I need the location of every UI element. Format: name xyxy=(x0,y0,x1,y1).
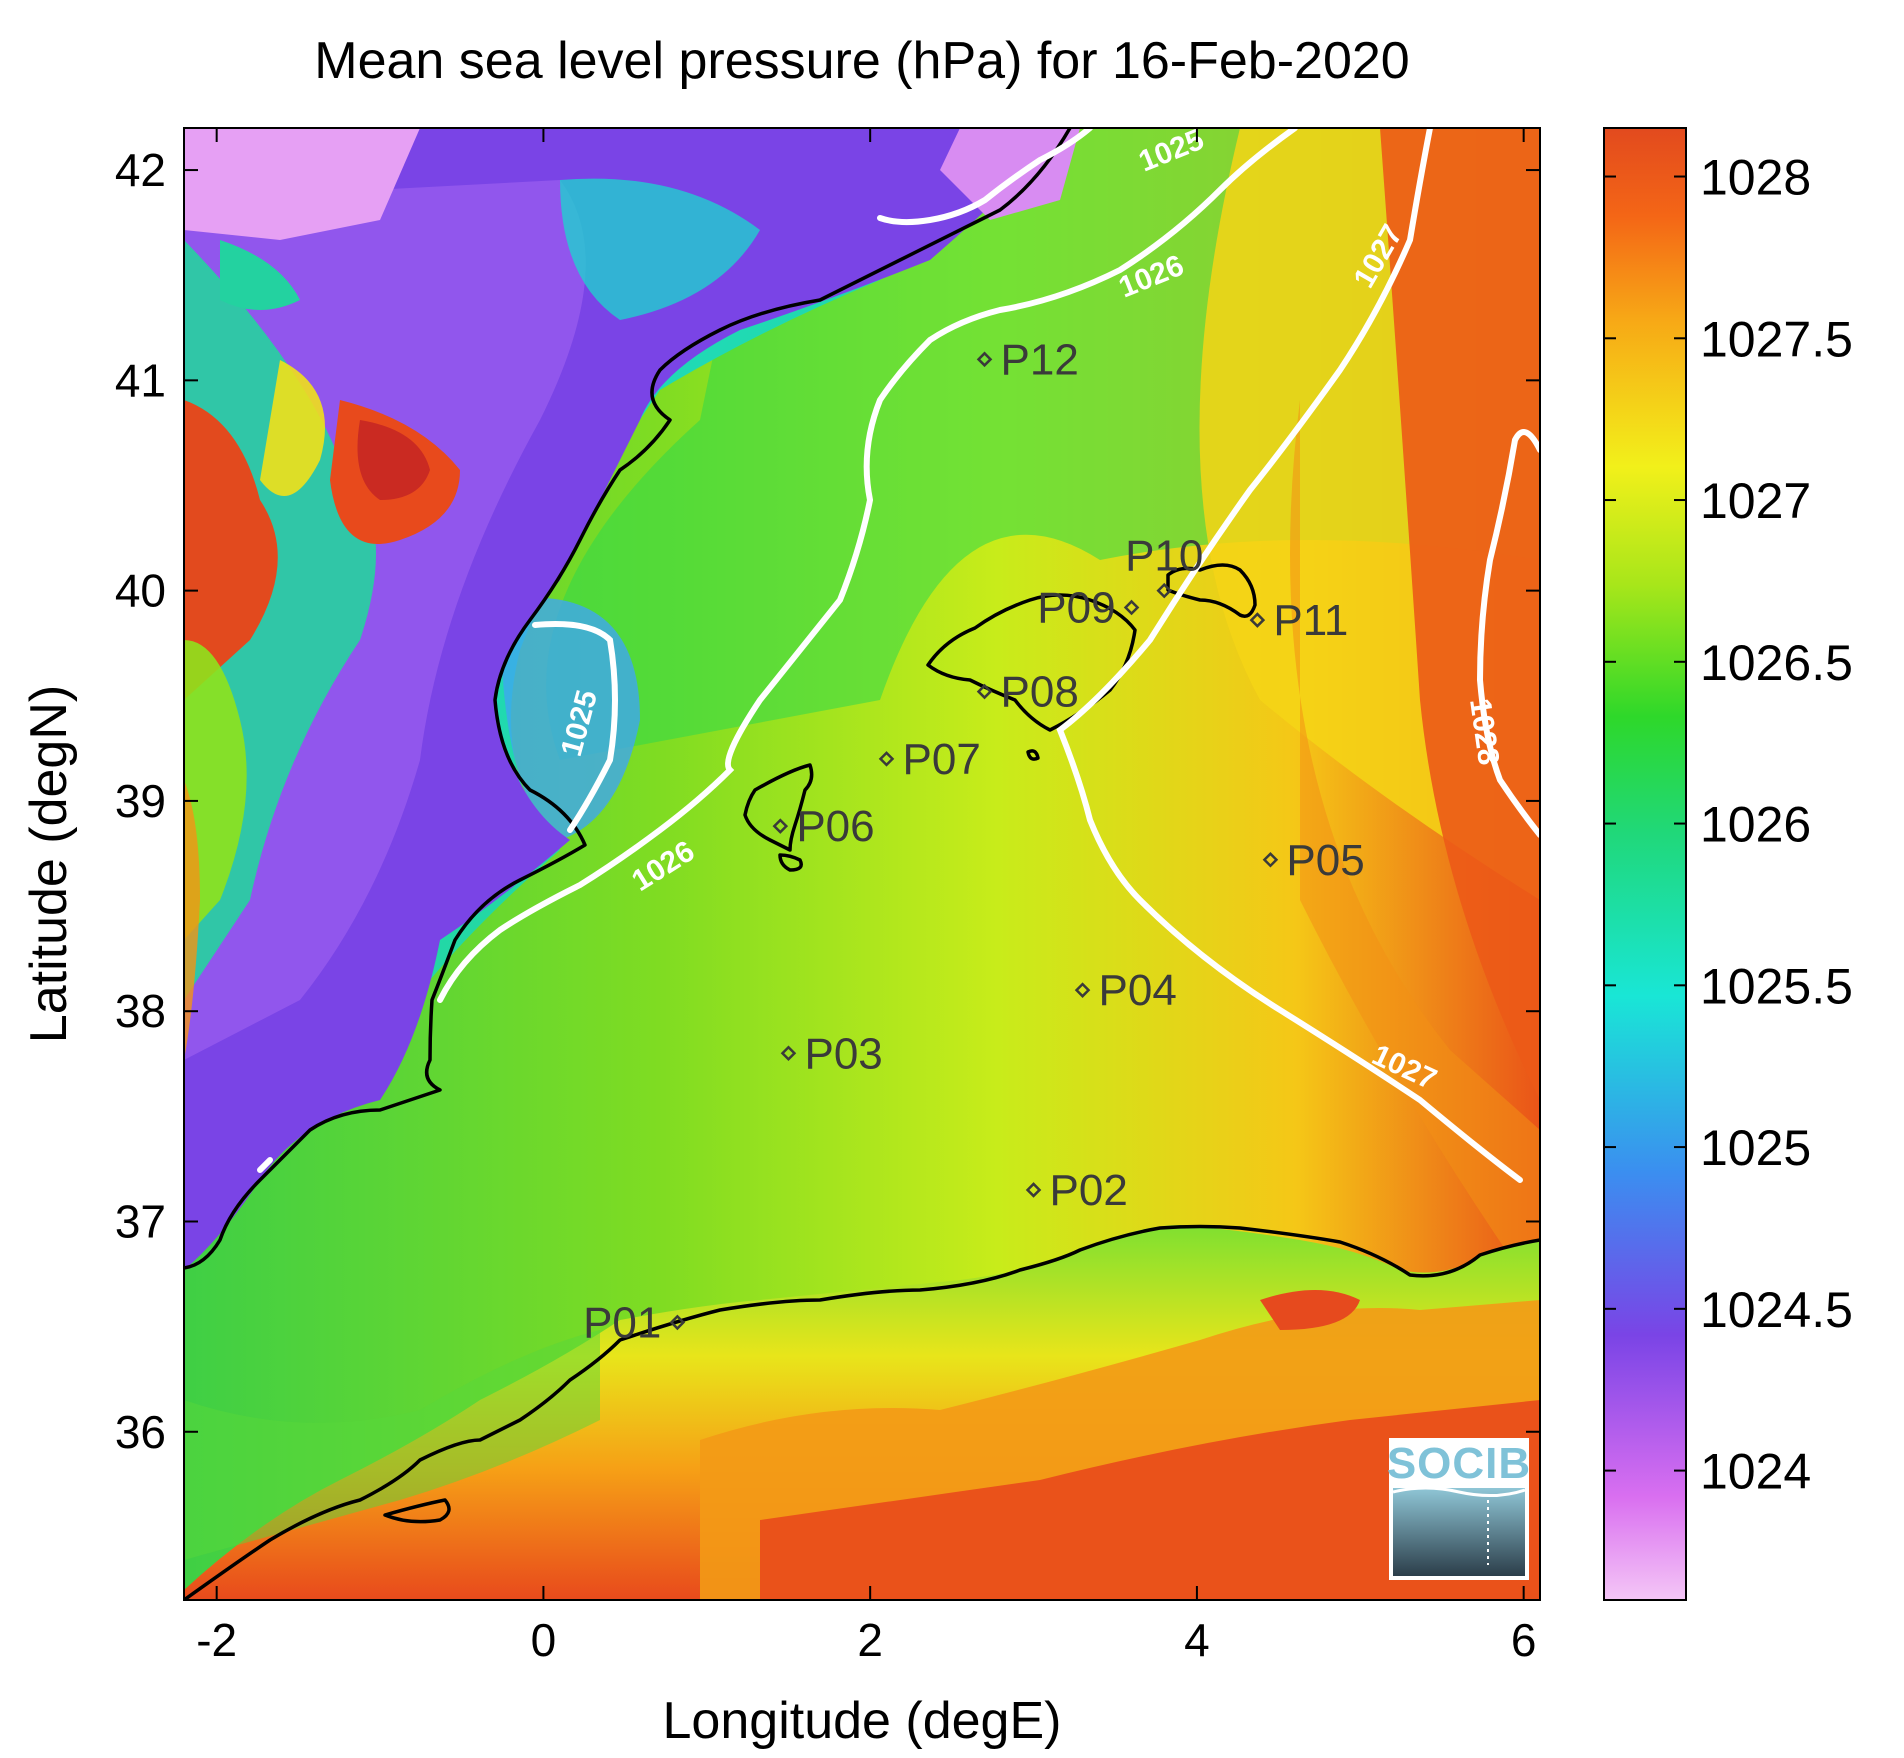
pressure-field xyxy=(184,128,1540,1600)
station-label: P02 xyxy=(1050,1166,1128,1215)
station-label: P07 xyxy=(903,735,981,784)
station-marker xyxy=(1262,852,1279,868)
socib-logo: SOCIB xyxy=(1387,1438,1531,1580)
colorbar-tick-label: 1027 xyxy=(1700,473,1811,529)
station-label: P08 xyxy=(1001,668,1079,717)
plot-frame xyxy=(183,127,1541,1601)
y-tick-label: 40 xyxy=(115,565,166,617)
x-tick-label: 0 xyxy=(531,1614,557,1666)
station-marker xyxy=(780,1045,797,1062)
contour-lines xyxy=(257,128,1540,1183)
y-axis-label: Latitude (degN) xyxy=(20,685,78,1043)
station-marker xyxy=(976,683,993,700)
station-marker xyxy=(1249,612,1266,628)
map-title: Mean sea level pressure (hPa) for 16-Feb… xyxy=(314,32,1409,90)
station-label: P09 xyxy=(1037,583,1115,632)
colorbar-tick-label: 1025.5 xyxy=(1700,958,1853,1014)
y-tick-label: 38 xyxy=(115,985,166,1037)
colorbar-tick-label: 1027.5 xyxy=(1700,311,1853,367)
y-tick-label: 42 xyxy=(115,144,166,196)
x-tick-label: 6 xyxy=(1511,1614,1537,1666)
colorbar-tick-label: 1026.5 xyxy=(1700,635,1853,691)
station-marker xyxy=(1025,1182,1042,1198)
colorbar-tick-label: 1024 xyxy=(1700,1444,1811,1500)
station-marker xyxy=(1074,982,1091,998)
y-axis: 36 37 38 39 40 41 42 xyxy=(115,144,1540,1458)
station-marker xyxy=(772,818,789,834)
x-tick-label: -2 xyxy=(196,1614,237,1666)
station-marker xyxy=(669,1314,686,1331)
colorbar-ticks: 1024 1024.5 1025 1025.5 1026 1026.5 1027 1027.5… xyxy=(1604,150,1853,1500)
x-tick-label: 2 xyxy=(857,1614,883,1666)
colorbar-tick-label: 1026 xyxy=(1700,797,1811,853)
station-label: P05 xyxy=(1286,836,1364,885)
station-label: P10 xyxy=(1125,532,1203,581)
station-marker xyxy=(878,751,895,767)
x-axis-label: Longitude (degE) xyxy=(663,1692,1062,1750)
station-label: P06 xyxy=(796,802,874,851)
x-axis: -2 0 2 4 6 xyxy=(196,128,1536,1666)
x-tick-label: 4 xyxy=(1184,1614,1210,1666)
colorbar xyxy=(1604,128,1686,1600)
station-label: P03 xyxy=(804,1029,882,1078)
station-label: P11 xyxy=(1273,596,1348,645)
y-tick-label: 36 xyxy=(115,1406,166,1458)
colorbar-tick-label: 1025 xyxy=(1700,1120,1811,1176)
colorbar-tick-label: 1028 xyxy=(1700,150,1811,206)
station-marker xyxy=(976,351,993,368)
y-tick-label: 37 xyxy=(115,1195,166,1247)
station-label: P04 xyxy=(1099,966,1177,1015)
station-marker xyxy=(1123,599,1140,616)
colorbar-frame xyxy=(1603,127,1687,1601)
station-label: P12 xyxy=(1001,335,1079,384)
y-tick-label: 39 xyxy=(115,775,166,827)
logo-text: SOCIB xyxy=(1387,1439,1531,1488)
y-tick-label: 41 xyxy=(115,354,166,406)
colorbar-tick-label: 1024.5 xyxy=(1700,1282,1853,1338)
station-marker xyxy=(1156,582,1173,599)
station-label: P01 xyxy=(583,1298,661,1347)
